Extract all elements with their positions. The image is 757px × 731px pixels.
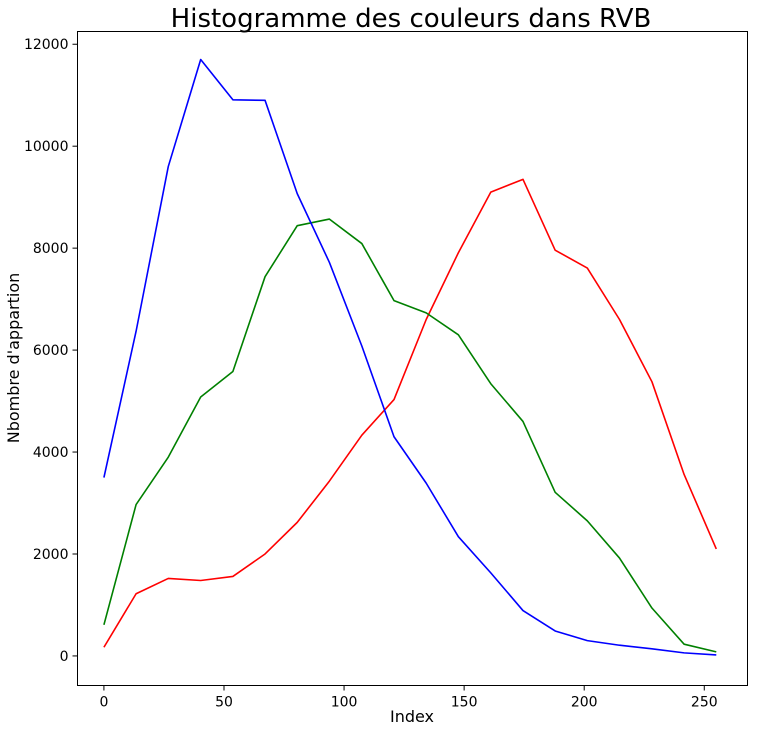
x-tick-label: 100 — [331, 695, 358, 711]
x-tick-label: 200 — [571, 695, 598, 711]
x-tick-label: 0 — [99, 695, 108, 711]
chart-title: Histogramme des couleurs dans RVB — [171, 4, 652, 34]
y-tick-label: 4000 — [33, 445, 69, 461]
plot-area-frame — [77, 31, 748, 686]
y-tick-label: 6000 — [33, 343, 69, 359]
y-tick-label: 8000 — [33, 241, 69, 257]
y-tick-label: 10000 — [24, 139, 69, 155]
y-axis-label: Nbombre d'appartion — [4, 273, 23, 444]
x-tick-label: 250 — [691, 695, 718, 711]
x-tick-label: 150 — [451, 695, 478, 711]
y-tick-label: 2000 — [33, 547, 69, 563]
x-axis-label: Index — [390, 707, 434, 726]
y-tick-label: 12000 — [24, 37, 69, 53]
x-axis-ticks: 0 50 100 150 200 250 — [99, 685, 718, 711]
x-tick-label: 50 — [215, 695, 233, 711]
series-lines — [103, 58, 718, 656]
green-channel-line — [103, 218, 717, 653]
blue-channel-line — [103, 58, 717, 656]
y-tick-label: 0 — [60, 649, 69, 665]
red-channel-line — [103, 178, 718, 648]
y-axis-ticks: 0 2000 4000 6000 8000 10000 12000 — [24, 37, 78, 665]
